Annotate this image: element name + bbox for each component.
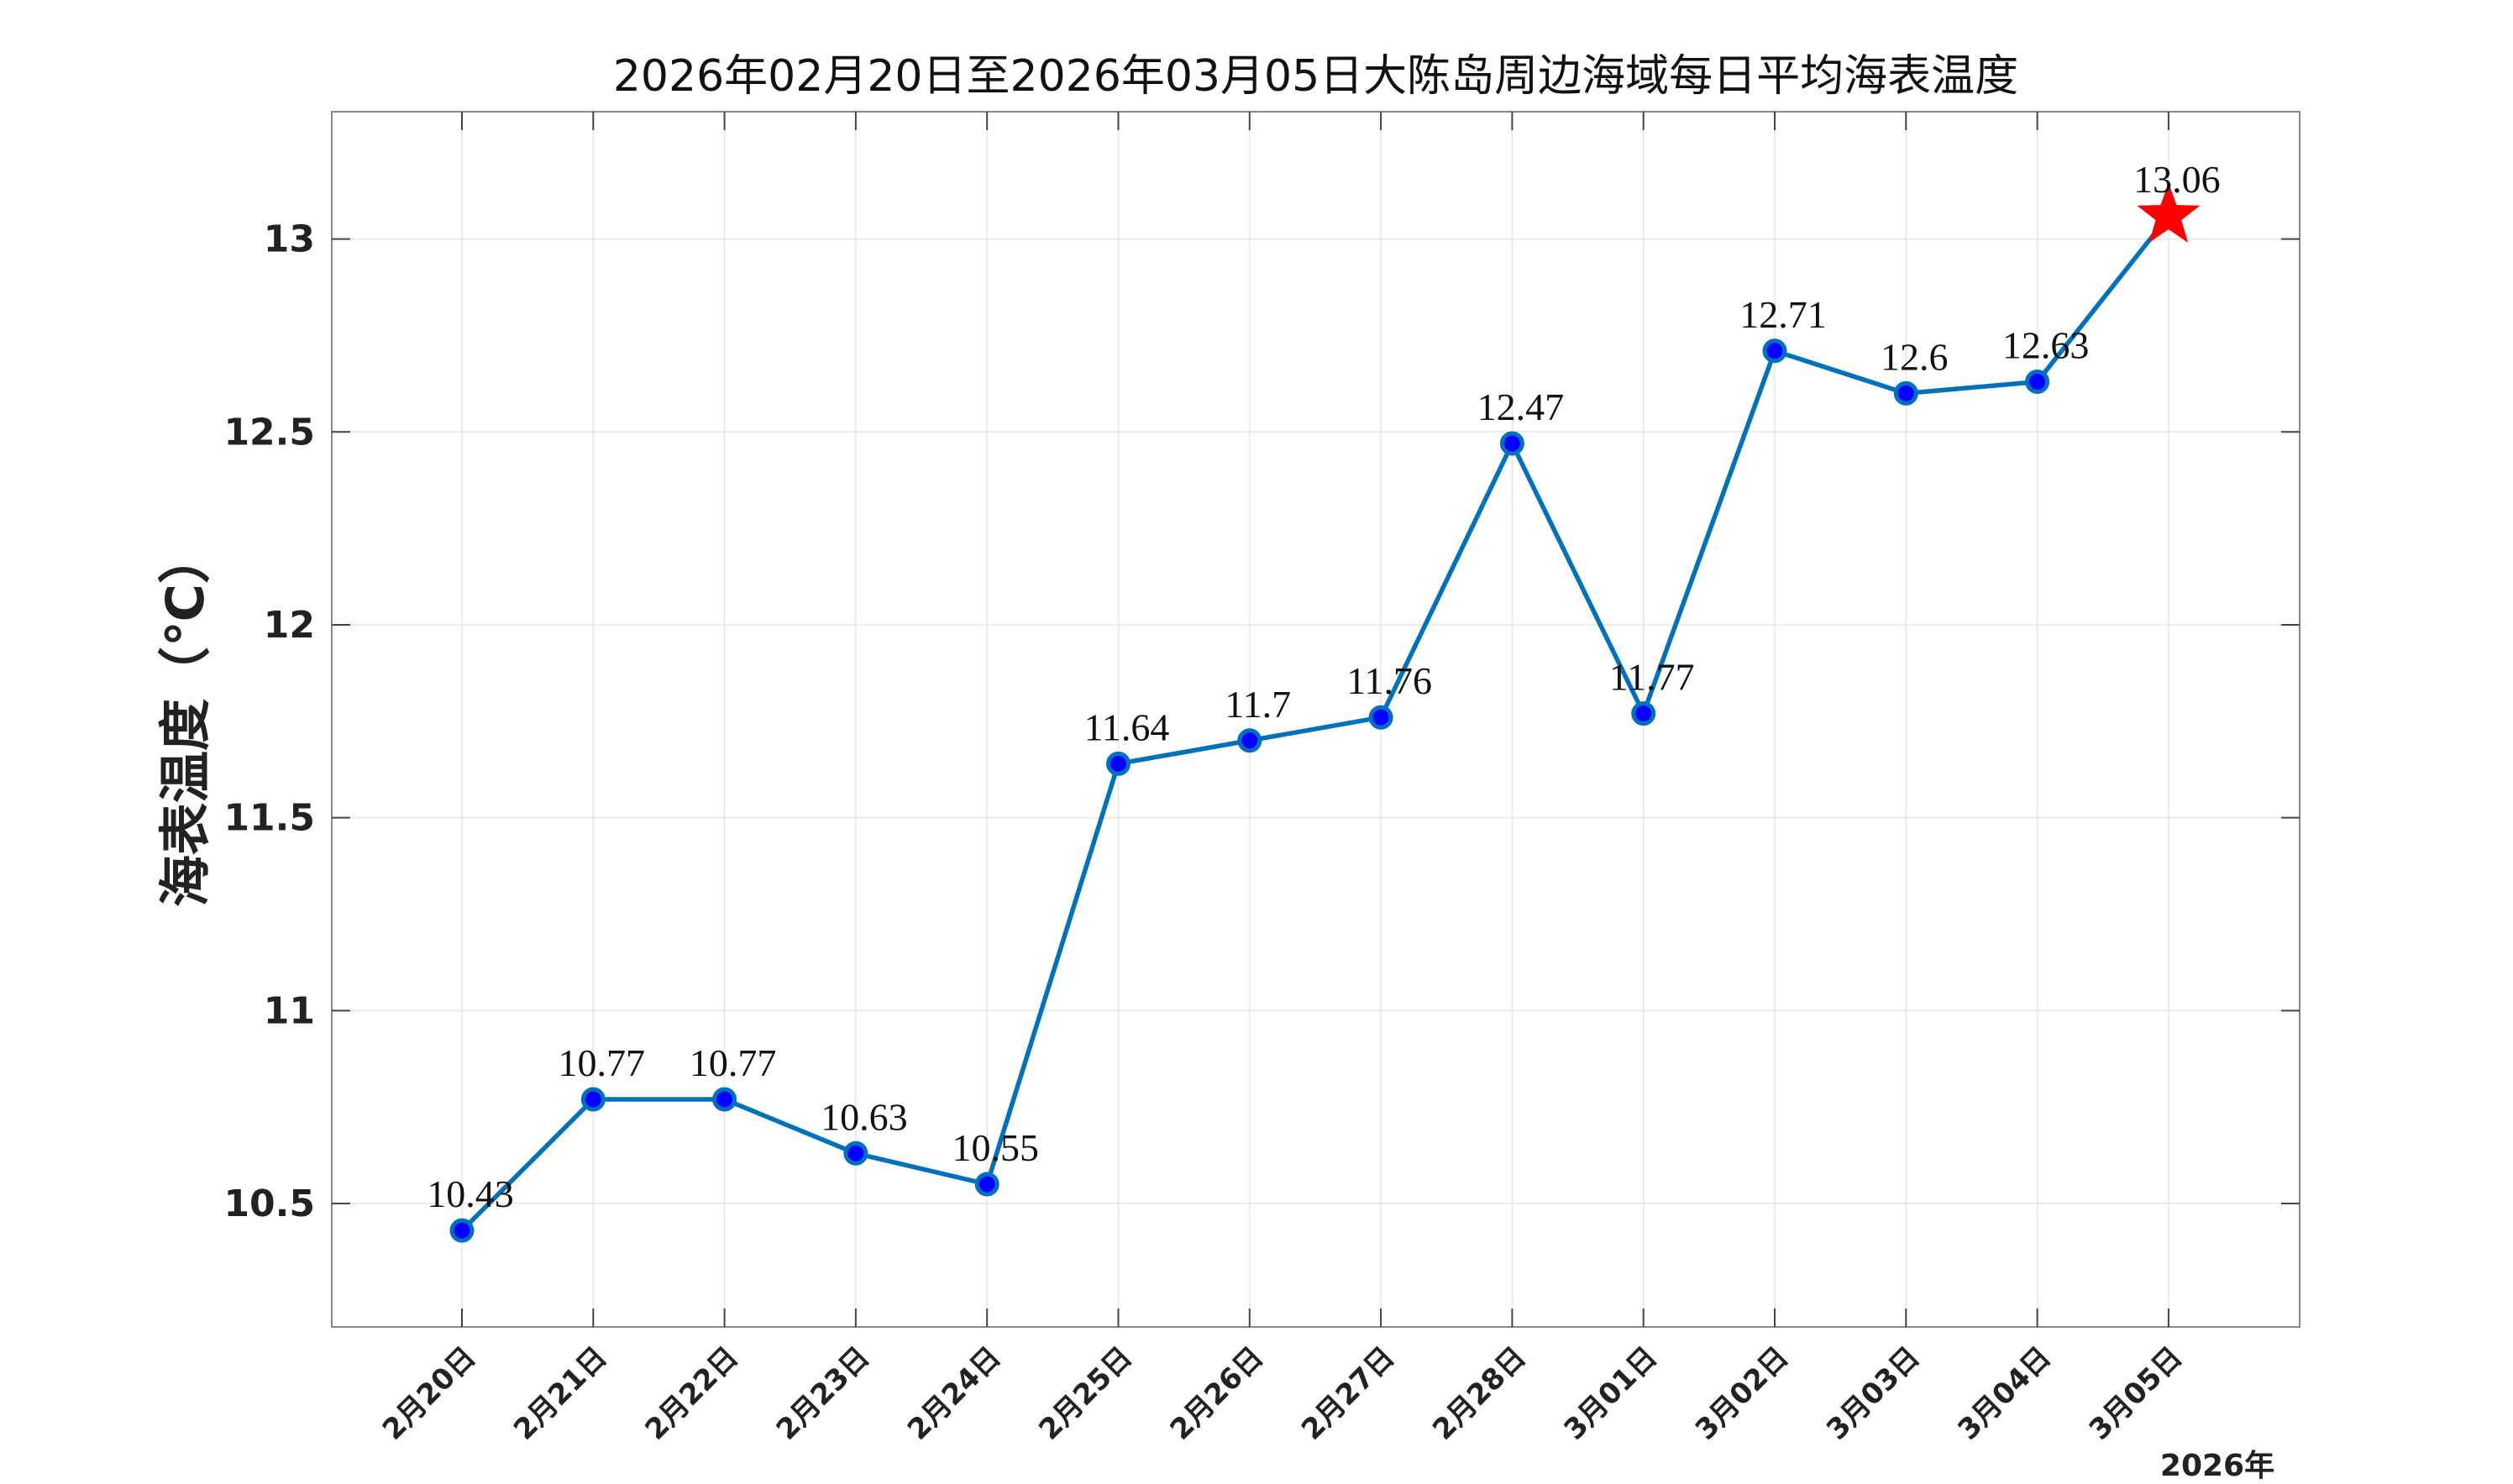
- chart-title: 2026年02月20日至2026年03月05日大陈岛周边海域每日平均海表温度: [613, 51, 2018, 102]
- plot-area-frame: [331, 111, 2301, 1328]
- y-axis-label: 海表温度（℃）: [155, 532, 216, 907]
- x-tick-label: 2月27日: [1295, 1340, 1402, 1447]
- x-tick-label: 2月25日: [1032, 1340, 1139, 1447]
- y-tick-label: 11: [264, 989, 315, 1032]
- data-labels: 10.43 10.77 10.77 10.63 10.55 11.64 11.7 11.76 1…: [427, 158, 2220, 1215]
- x-tick-label: 2月26日: [1164, 1340, 1271, 1447]
- x-tick-label: 3月03日: [1820, 1340, 1927, 1447]
- data-value-label: 13.06: [2133, 158, 2221, 201]
- data-value-label: 11.77: [1609, 656, 1695, 699]
- data-point-marker: [449, 1218, 475, 1243]
- y-tick-label: 10.5: [223, 1182, 315, 1225]
- x-tick-label: 3月04日: [1951, 1340, 2058, 1447]
- y-tick-label: 11.5: [223, 797, 315, 840]
- x-tick-label: 2月22日: [638, 1340, 745, 1447]
- x-tick-label: 2月28日: [1426, 1340, 1533, 1447]
- data-value-label: 11.7: [1225, 683, 1291, 726]
- x-tick-label: 2月24日: [901, 1340, 1008, 1447]
- x-tick-label: 3月05日: [2083, 1340, 2190, 1447]
- x-tick-label: 2月21日: [507, 1340, 614, 1447]
- data-value-label: 10.43: [427, 1172, 514, 1215]
- x-tick-label: 2月23日: [770, 1340, 877, 1447]
- data-point-marker: [1368, 705, 1393, 730]
- data-value-label: 11.76: [1346, 659, 1432, 702]
- data-point-marker: [1106, 751, 1131, 776]
- data-point-marker: [580, 1087, 606, 1112]
- data-value-label: 12.63: [2002, 324, 2090, 367]
- x-tick-label: 2月20日: [376, 1340, 483, 1447]
- latest-value-star-marker: [2137, 182, 2201, 244]
- data-point-marker: [1499, 431, 1524, 456]
- data-point-marker: [843, 1141, 868, 1166]
- data-point-marker: [2025, 370, 2050, 395]
- data-value-label: 10.63: [821, 1095, 908, 1138]
- y-tick-label: 13: [264, 218, 315, 261]
- data-value-label: 12.6: [1881, 335, 1949, 378]
- data-value-label: 10.77: [690, 1041, 777, 1084]
- data-point-marker: [1893, 380, 1918, 406]
- series-line: [460, 214, 2171, 1233]
- data-value-label: 10.55: [952, 1126, 1039, 1169]
- y-tick-label: 12: [264, 604, 315, 647]
- data-point-marker: [1237, 728, 1262, 753]
- data-point-marker: [974, 1172, 999, 1197]
- data-value-label: 12.47: [1477, 385, 1565, 428]
- data-value-label: 11.64: [1084, 705, 1170, 748]
- data-point-marker: [1762, 338, 1787, 364]
- x-tick-label: 3月01日: [1558, 1340, 1665, 1447]
- data-point-marker: [712, 1087, 737, 1112]
- y-tick-label: 12.5: [223, 411, 315, 454]
- data-value-label: 10.77: [559, 1041, 646, 1084]
- x-axis-year-label: 2026年: [2160, 1449, 2274, 1483]
- x-tick-label: 3月02日: [1689, 1340, 1796, 1447]
- temperature-series: [449, 182, 2201, 1243]
- grid-lines: [332, 112, 2300, 1327]
- data-point-marker: [1631, 701, 1656, 726]
- data-value-label: 12.71: [1739, 293, 1827, 336]
